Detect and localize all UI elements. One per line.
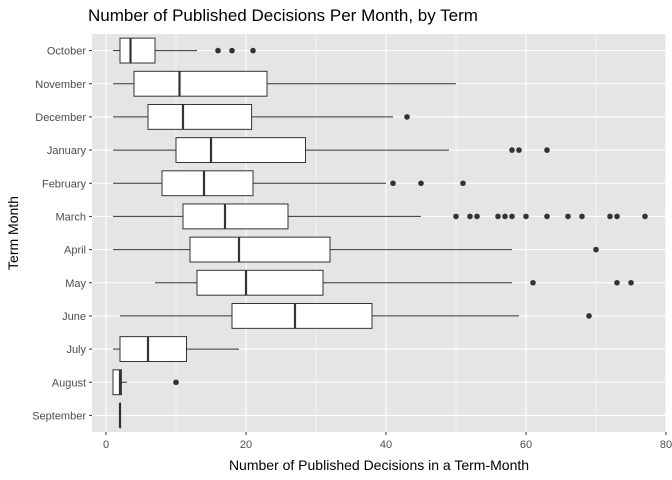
y-tick-label: October <box>47 46 86 58</box>
x-tick-label: 0 <box>103 439 109 451</box>
box <box>133 70 268 97</box>
outlier-point <box>607 213 613 220</box>
outlier-point <box>173 379 179 386</box>
outlier-point <box>530 279 536 286</box>
box <box>119 336 187 363</box>
y-axis-title: Term Month <box>5 196 21 270</box>
x-tick-label: 60 <box>520 439 532 451</box>
outlier-point <box>544 147 550 153</box>
plot-panel <box>92 34 666 432</box>
box <box>175 137 306 164</box>
box-september <box>118 402 122 429</box>
x-tick-label: 40 <box>380 439 392 451</box>
outlier-point <box>502 213 508 220</box>
box <box>119 37 156 64</box>
outlier-point <box>544 213 550 220</box>
outlier-point <box>215 47 221 54</box>
box-october <box>113 37 256 64</box>
outlier-point <box>495 213 501 220</box>
box-august <box>112 369 179 396</box>
outlier-point <box>614 279 620 286</box>
outlier-point <box>460 180 466 187</box>
outlier-point <box>467 213 473 220</box>
box-may <box>155 269 634 296</box>
outlier-point <box>579 213 585 220</box>
outlier-point <box>229 47 235 54</box>
outlier-point <box>523 213 529 220</box>
box <box>196 269 324 296</box>
outlier-point <box>628 279 634 286</box>
outlier-point <box>474 213 480 220</box>
outlier-point <box>418 180 424 187</box>
box-july <box>113 336 239 363</box>
outlier-point <box>642 213 648 220</box>
outlier-point <box>614 213 620 220</box>
box-february <box>113 170 466 197</box>
box-december <box>113 103 410 130</box>
outlier-point <box>250 47 256 54</box>
outlier-point <box>404 114 410 120</box>
y-tick-label: April <box>64 245 86 257</box>
boxplots <box>112 37 648 429</box>
y-tick-label: December <box>35 112 86 124</box>
box <box>112 369 122 396</box>
y-tick-label: September <box>32 410 86 422</box>
x-tick-label: 80 <box>660 439 672 451</box>
y-tick-label: January <box>47 145 87 157</box>
y-tick-label: March <box>55 211 86 223</box>
outlier-point <box>586 313 592 319</box>
box <box>231 302 373 329</box>
box-june <box>120 302 592 329</box>
y-tick-labels: October November December January February Ma… <box>32 46 92 422</box>
outlier-point <box>453 213 459 220</box>
box-april <box>113 236 599 263</box>
x-axis-title: Number of Published Decisions in a Term-… <box>229 457 529 473</box>
outlier-point <box>516 147 522 153</box>
x-tick-label: 20 <box>240 439 252 451</box>
box <box>182 203 289 230</box>
box-march <box>113 203 648 230</box>
outlier-point <box>509 147 515 153</box>
y-tick-label: August <box>52 377 86 389</box>
box-january <box>113 137 550 164</box>
box-november <box>113 70 456 97</box>
box <box>189 236 331 263</box>
y-tick-label: July <box>66 344 86 356</box>
box <box>147 103 253 130</box>
outlier-point <box>565 213 571 220</box>
outlier-point <box>509 213 515 220</box>
chart-title: Number of Published Decisions Per Month,… <box>88 6 478 25</box>
y-tick-label: November <box>35 79 86 91</box>
box <box>161 170 254 197</box>
y-tick-label: February <box>42 178 87 190</box>
y-tick-label: June <box>62 311 86 323</box>
outlier-point <box>390 180 396 187</box>
x-tick-labels: 0 20 40 60 80 <box>103 432 672 451</box>
y-tick-label: May <box>65 278 86 290</box>
outlier-point <box>593 246 599 253</box>
